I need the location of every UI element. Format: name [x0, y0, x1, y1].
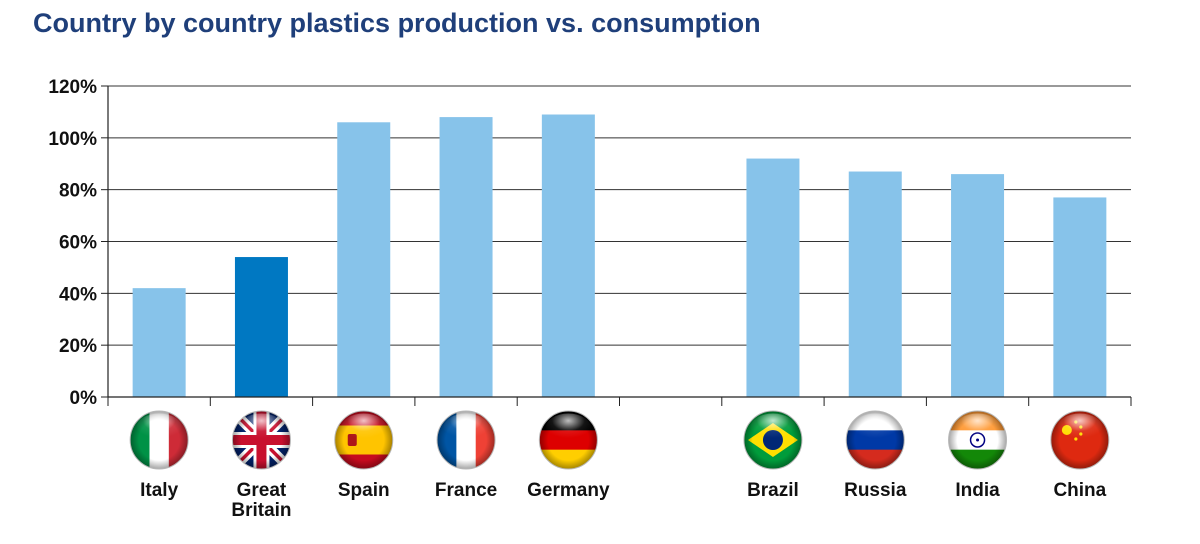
bar [439, 117, 493, 397]
great-britain-flag-icon [231, 410, 291, 470]
axes [107, 86, 1132, 406]
spain-flag-icon [334, 410, 394, 470]
category-label: Britain [231, 500, 291, 521]
y-tick-label: 20% [59, 336, 97, 357]
flags [129, 410, 1110, 470]
y-tick-label: 80% [59, 181, 97, 202]
y-axis-ticks: 0% 20% 40% 60% 80% 100% 120% [48, 77, 108, 409]
y-tick-label: 0% [70, 388, 98, 409]
chart-title: Country by country plastics production v… [33, 8, 761, 38]
france-flag-icon [436, 410, 496, 470]
y-tick-label: 100% [48, 129, 97, 150]
india-flag-icon [948, 410, 1008, 470]
bars [132, 114, 1107, 398]
bar [337, 122, 391, 398]
bar [234, 257, 288, 397]
bar [746, 158, 800, 397]
category-label: Great [237, 480, 287, 501]
y-tick-label: 120% [48, 77, 97, 98]
category-label: Brazil [747, 480, 799, 501]
category-label: India [955, 480, 1000, 501]
china-flag-icon [1050, 410, 1110, 470]
italy-flag-icon [129, 410, 189, 470]
category-label: Russia [844, 480, 907, 501]
bar [541, 114, 595, 397]
category-label: Germany [527, 480, 610, 501]
russia-flag-icon [845, 410, 905, 470]
category-label: Italy [140, 480, 178, 501]
category-label: Spain [338, 480, 390, 501]
y-tick-label: 40% [59, 284, 97, 305]
category-label: China [1053, 480, 1106, 501]
brazil-flag-icon [743, 410, 803, 470]
category-label: France [435, 480, 497, 501]
bar [132, 288, 186, 397]
germany-flag-icon [538, 410, 598, 470]
bar [1053, 197, 1107, 397]
bar [848, 171, 902, 397]
y-tick-label: 60% [59, 233, 97, 254]
bar [951, 174, 1005, 397]
